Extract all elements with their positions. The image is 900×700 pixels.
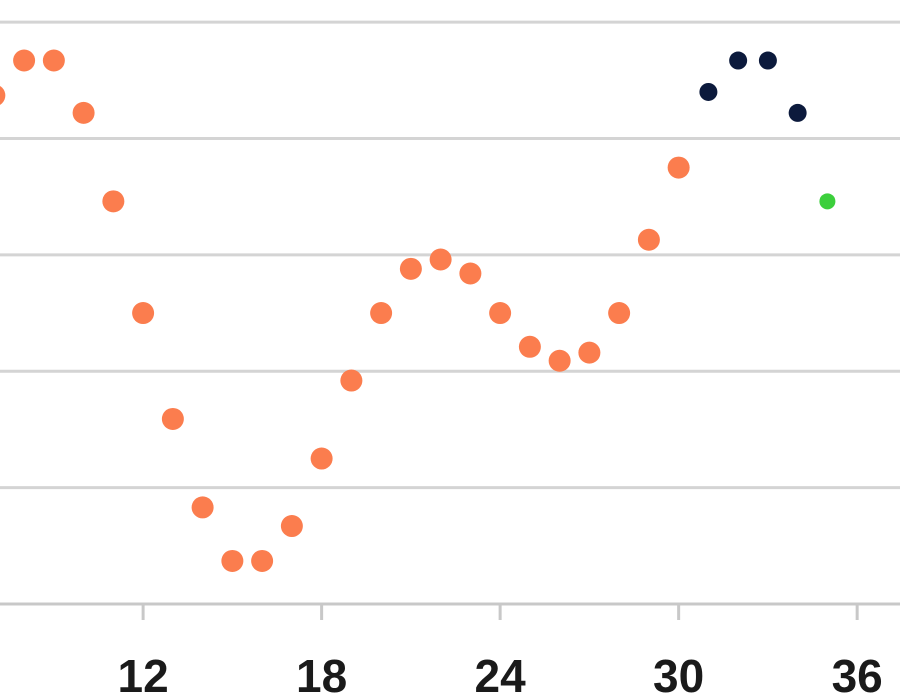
data-point (191, 496, 214, 519)
data-point (819, 193, 836, 210)
x-tick-label: 30 (653, 650, 704, 700)
data-point (251, 549, 274, 572)
data-point (310, 447, 333, 470)
data-point (699, 82, 718, 101)
data-point (608, 302, 631, 325)
data-point (161, 407, 184, 430)
data-point (13, 49, 36, 72)
data-point (548, 349, 571, 372)
data-point (42, 49, 65, 72)
data-point (578, 341, 601, 364)
data-point (788, 103, 807, 122)
data-point (0, 85, 6, 105)
data-point (518, 335, 541, 358)
data-point (280, 515, 303, 538)
data-point (489, 302, 512, 325)
data-point (459, 262, 482, 285)
data-point (399, 257, 422, 280)
data-point (132, 302, 155, 325)
x-tick-label: 24 (475, 650, 527, 700)
data-point (429, 248, 452, 271)
data-point (637, 228, 660, 251)
data-point (729, 51, 748, 70)
x-tick-label: 12 (118, 650, 169, 700)
data-point (370, 302, 393, 325)
x-tick-label: 36 (832, 650, 883, 700)
data-point (340, 369, 363, 392)
data-point (72, 101, 95, 124)
data-point (102, 190, 125, 213)
x-tick-label: 18 (296, 650, 347, 700)
data-point (667, 156, 690, 179)
data-point (221, 549, 244, 572)
data-point (758, 51, 777, 70)
